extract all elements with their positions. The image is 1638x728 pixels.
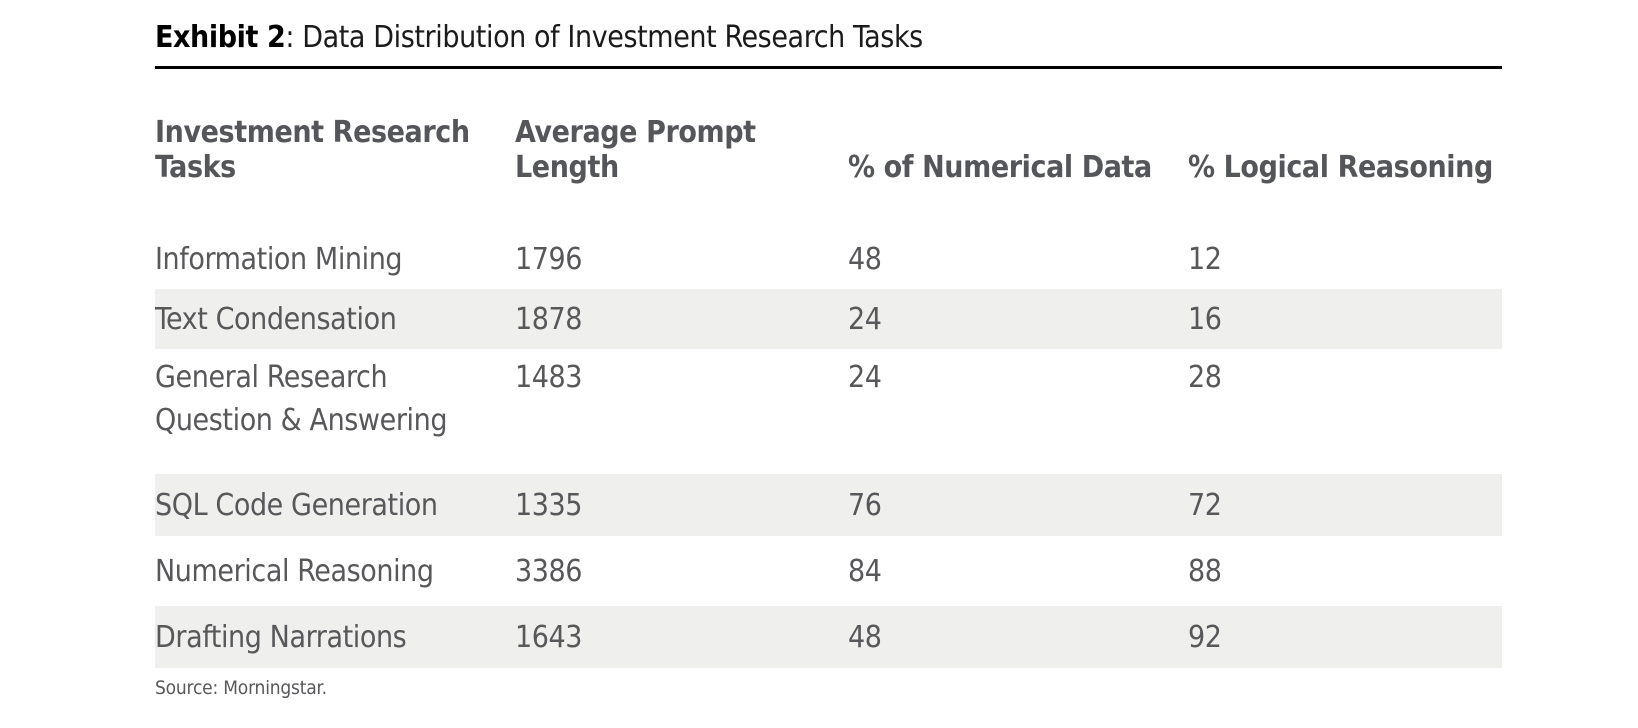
cell-pct-numerical-data: 48 [848,619,882,655]
cell-pct-numerical-data: 48 [848,241,882,277]
cell-pct-numerical-data: 76 [848,487,882,523]
exhibit-title: Exhibit 2: Data Distribution of Investme… [155,22,1502,54]
cell-task: Drafting Narrations [155,619,407,655]
cell-pct-logical-reasoning: 28 [1188,360,1222,395]
title-rule-divider [155,66,1502,69]
task-line2: Question & Answering [155,403,448,438]
header-cell-pct-logical-reasoning: % Logical Reasoning [1188,150,1493,185]
header-cell-pct-numerical-data: % of Numerical Data [848,150,1152,185]
cell-pct-logical-reasoning: 16 [1188,301,1222,337]
cell-pct-logical-reasoning: 92 [1188,619,1222,655]
cell-avg-prompt-length: 1643 [515,619,583,655]
header-cell-avg-prompt-length: Average Prompt Length [515,115,756,185]
cell-avg-prompt-length: 3386 [515,553,583,589]
table-row-drafting-narrations: Drafting Narrations 1643 48 92 [155,606,1502,668]
cell-avg-prompt-length: 1335 [515,487,583,523]
header-cell-tasks: Investment Research Tasks [155,115,515,185]
cell-pct-numerical-data: 84 [848,553,882,589]
task-line1: General Research [155,360,388,395]
cell-avg-prompt-length: 1878 [515,301,583,337]
header-tasks-line2: Tasks [155,150,236,185]
cell-pct-logical-reasoning: 88 [1188,553,1222,589]
source-note: Source: Morningstar. [155,677,327,699]
table-row-information-mining: Information Mining 1796 48 12 [155,229,1502,289]
cell-task: Text Condensation [155,301,397,337]
research-tasks-table: Investment Research Tasks Average Prompt… [155,115,1502,668]
table-row-text-condensation: Text Condensation 1878 24 16 [155,289,1502,349]
header-tasks-line1: Investment Research [155,115,470,150]
cell-pct-logical-reasoning: 72 [1188,487,1222,523]
cell-pct-numerical-data: 24 [848,301,882,337]
cell-avg-prompt-length: 1483 [515,360,583,395]
exhibit-title-text: : Data Distribution of Investment Resear… [285,20,923,55]
table-row-general-research-qa: General Research Question & Answering 14… [155,349,1502,474]
cell-task: Information Mining [155,241,403,277]
exhibit-label: Exhibit 2 [155,20,286,55]
cell-pct-numerical-data: 24 [848,360,882,395]
cell-task: General Research Question & Answering [155,356,515,442]
cell-avg-prompt-length: 1796 [515,241,583,277]
table-row-sql-code-generation: SQL Code Generation 1335 76 72 [155,474,1502,536]
cell-task: SQL Code Generation [155,487,438,523]
cell-pct-logical-reasoning: 12 [1188,241,1222,277]
table-row-numerical-reasoning: Numerical Reasoning 3386 84 88 [155,536,1502,606]
cell-task: Numerical Reasoning [155,553,434,589]
table-header-row: Investment Research Tasks Average Prompt… [155,115,1502,185]
